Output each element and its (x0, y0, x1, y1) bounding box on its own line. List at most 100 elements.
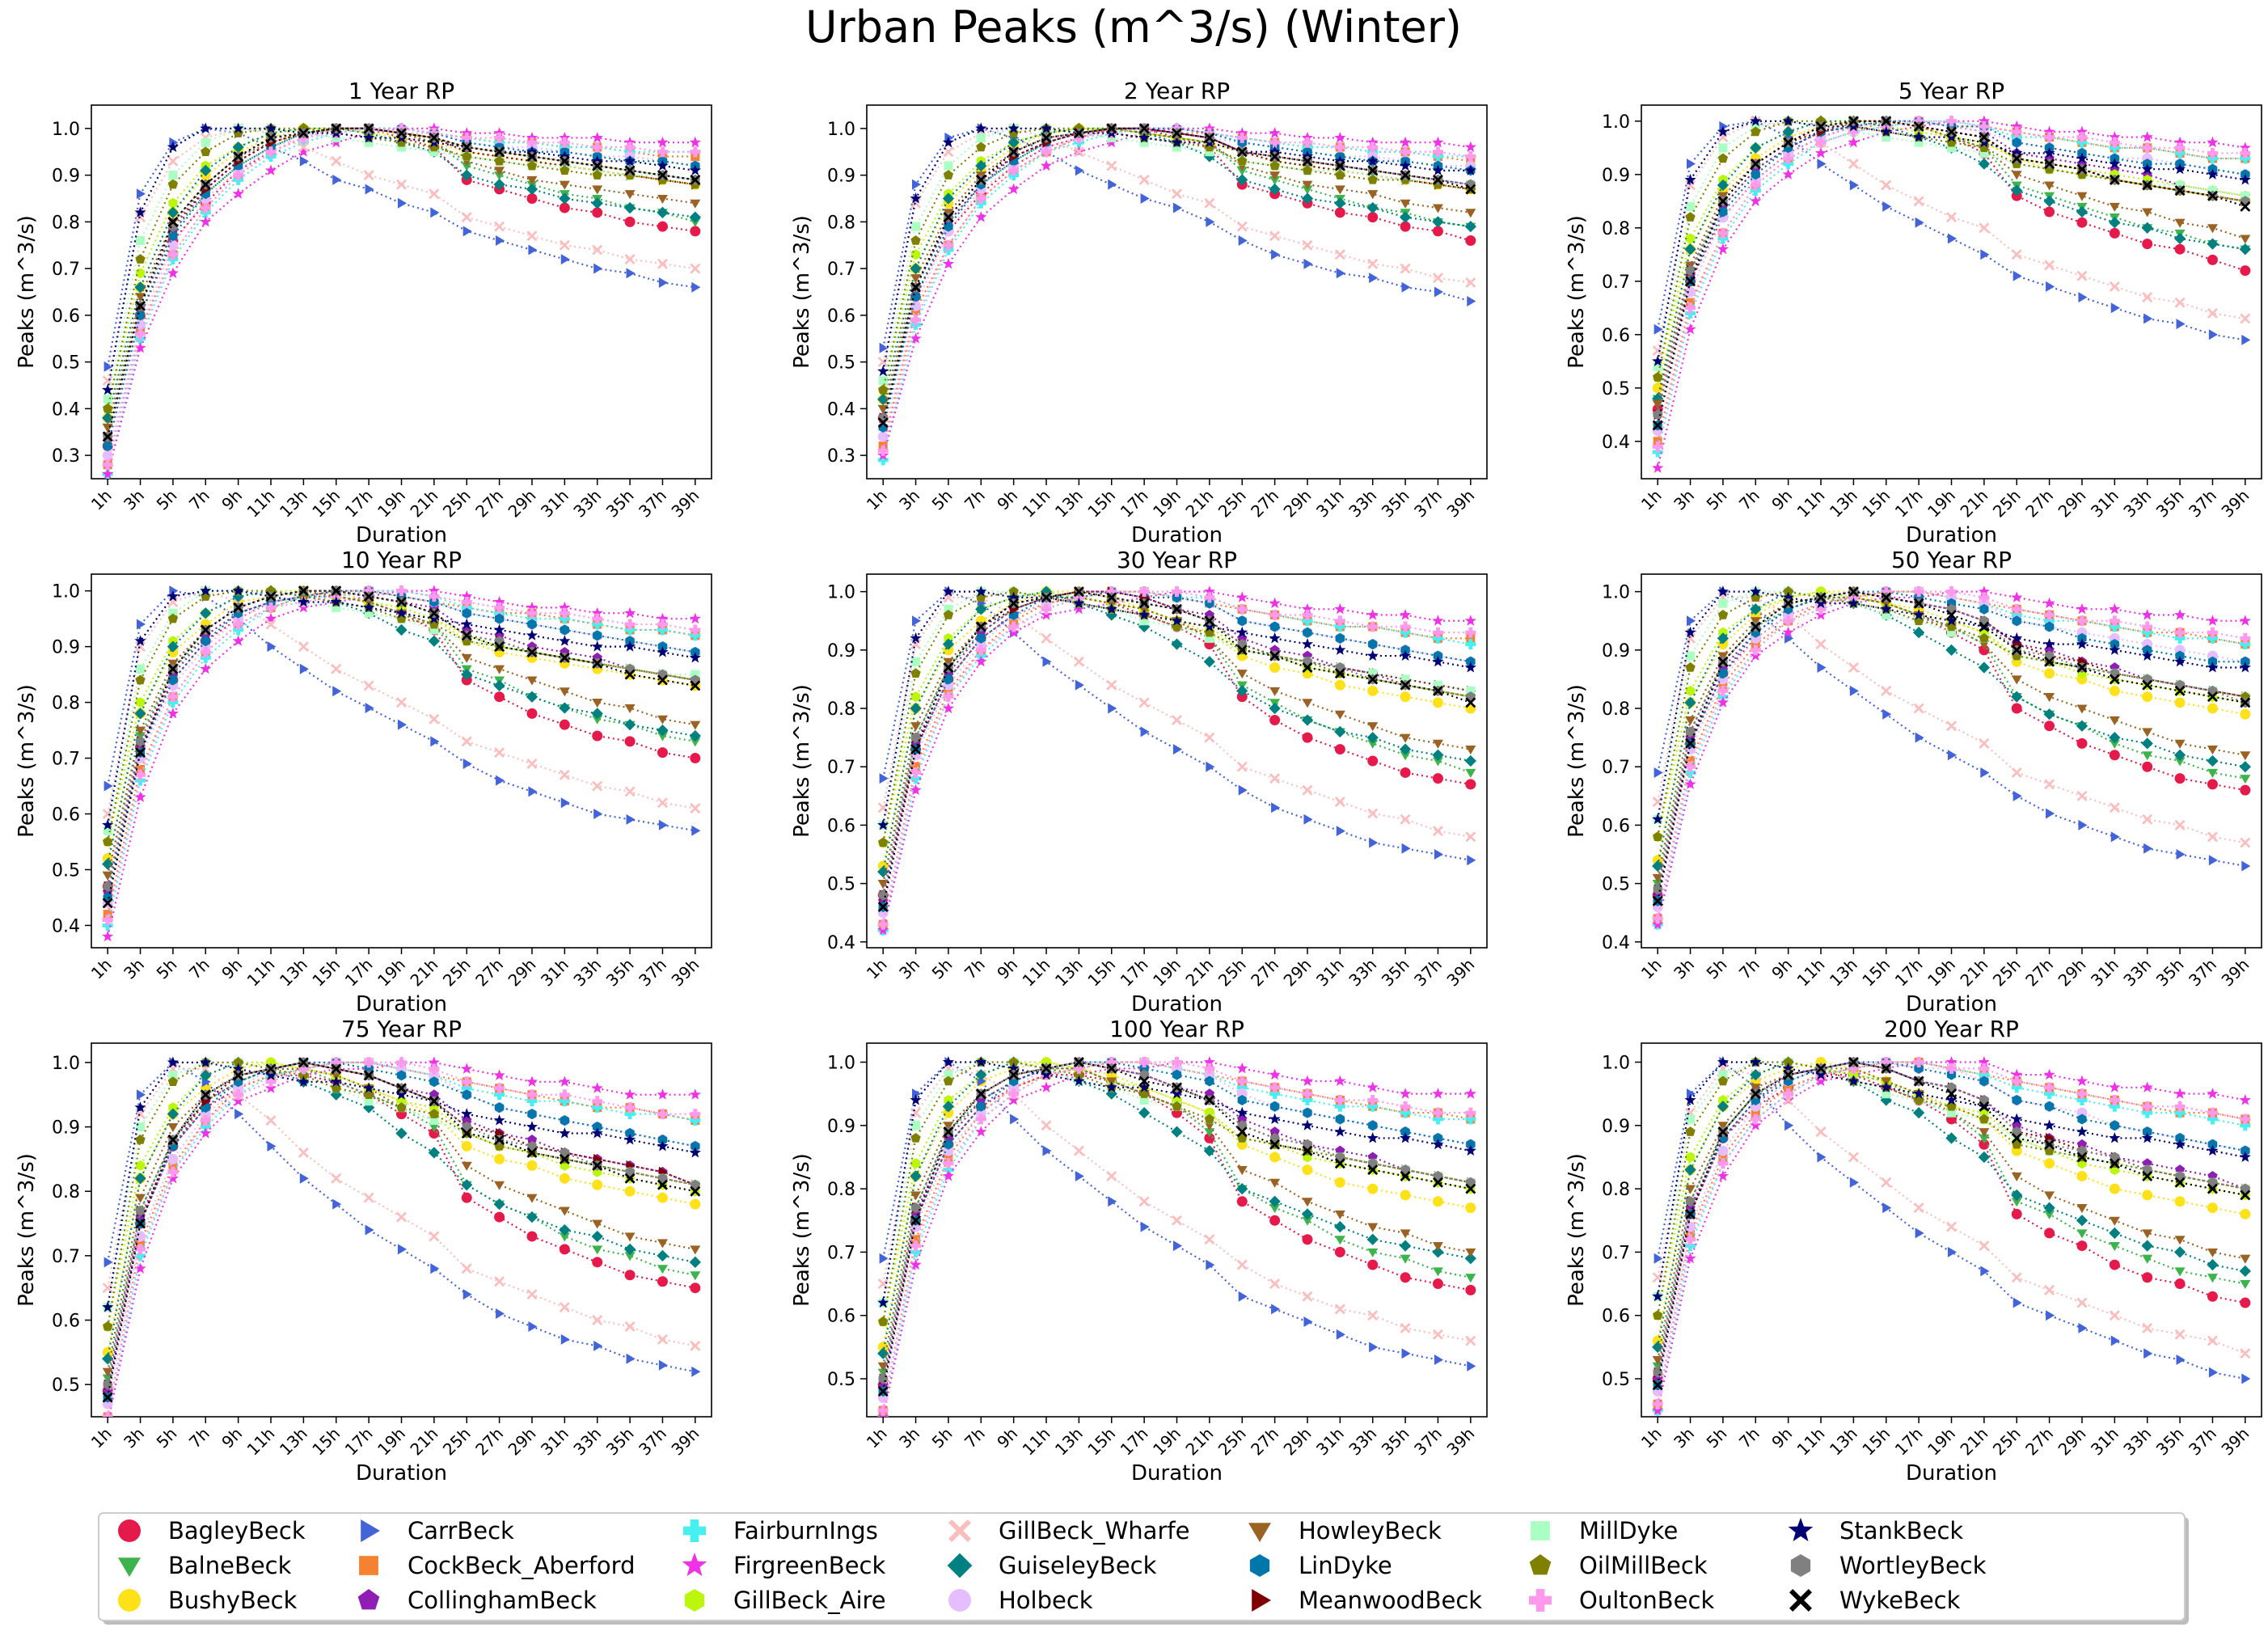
data-point (1008, 1069, 1020, 1080)
data-point (560, 1115, 569, 1126)
data-point (265, 132, 277, 143)
data-point (1719, 120, 1729, 132)
data-point (363, 123, 374, 134)
data-point (1336, 1329, 1345, 1340)
data-point (1684, 1252, 1696, 1264)
data-point (1652, 913, 1663, 924)
data-point (496, 775, 505, 786)
data-point (1947, 750, 1957, 761)
data-point (1685, 1196, 1696, 1207)
legend-entry-bushybeck: BushyBeck (118, 1587, 298, 1614)
data-point (1269, 127, 1281, 138)
data-point (690, 737, 701, 747)
data-point (877, 431, 889, 442)
data-point (657, 674, 668, 686)
data-point (1433, 1132, 1443, 1143)
data-point (1138, 697, 1150, 708)
y-tick-label: 0.7 (1602, 273, 1630, 293)
x-tick-label: 37h (1410, 955, 1446, 991)
y-tick-label: 0.7 (1602, 758, 1630, 778)
data-point (2076, 217, 2088, 228)
data-point (689, 164, 701, 175)
legend-entry-wortleybeck: WortleyBeck (1790, 1552, 1987, 1579)
x-tick-label: 17h (341, 955, 377, 991)
y-tick-label: 0.9 (1602, 1117, 1630, 1137)
data-point (1685, 716, 1696, 725)
data-point (1269, 610, 1281, 621)
data-point (1073, 146, 1084, 158)
legend-label: BagleyBeck (168, 1517, 306, 1545)
x-tick-label: 29h (2055, 486, 2090, 522)
data-point (1302, 137, 1313, 148)
data-point (2044, 1082, 2055, 1093)
legend-label: BalneBeck (168, 1552, 292, 1579)
data-point (1717, 632, 1730, 644)
data-point (167, 239, 179, 251)
data-point (657, 747, 668, 759)
data-point (429, 1070, 440, 1081)
data-point (1432, 615, 1444, 626)
series-oultonbeck (102, 1057, 701, 1417)
data-point (2142, 1107, 2153, 1118)
x-tick-label: 27h (1247, 1424, 1282, 1460)
data-point (592, 699, 603, 708)
legend-marker (1249, 1554, 1270, 1577)
data-point (943, 1158, 954, 1169)
data-point (167, 1076, 179, 1087)
data-point (910, 1132, 921, 1143)
y-tick-label: 0.5 (1602, 875, 1630, 895)
data-point (2076, 602, 2089, 615)
x-tick-label: 25h (1989, 955, 2025, 991)
data-point (2012, 1094, 2021, 1105)
data-point (910, 732, 921, 743)
data-point (1946, 610, 1957, 621)
data-point (1978, 585, 1990, 597)
x-tick-label: 27h (1247, 486, 1282, 522)
data-point (1401, 843, 1411, 854)
data-point (167, 663, 179, 674)
data-point (2011, 691, 2023, 703)
data-point (879, 773, 889, 784)
data-point (1782, 626, 1794, 638)
data-point (2109, 1216, 2120, 1226)
data-point (2207, 691, 2218, 703)
data-point (2207, 1248, 2218, 1257)
data-point (592, 1245, 603, 1255)
data-point (2011, 184, 2023, 197)
data-point (975, 1088, 986, 1100)
data-point (2076, 720, 2089, 732)
x-tick-label: 3h (120, 955, 148, 983)
data-point (560, 797, 570, 809)
data-point (559, 180, 570, 190)
data-point (1814, 1068, 1827, 1080)
data-point (2173, 609, 2186, 620)
data-point (429, 1089, 440, 1099)
data-point (264, 164, 277, 175)
data-point (1652, 392, 1664, 405)
data-point (102, 1301, 114, 1312)
data-point (200, 585, 212, 596)
data-point (167, 1172, 179, 1184)
x-tick-label: 33h (569, 486, 605, 522)
x-tick-label: 35h (602, 486, 638, 522)
data-point (1334, 1304, 1345, 1315)
data-point (623, 719, 636, 731)
data-point (135, 319, 146, 330)
data-point (2109, 202, 2120, 212)
data-point (1750, 1069, 1762, 1081)
x-tick-label: 13h (1826, 955, 1861, 991)
data-point (1238, 784, 1248, 796)
y-tick-label: 0.3 (52, 446, 80, 467)
data-point (1171, 136, 1183, 148)
series-layer (877, 585, 1476, 936)
data-point (526, 1194, 538, 1203)
plot-area (1641, 104, 2262, 480)
data-point (1138, 1106, 1151, 1119)
data-point (167, 707, 179, 719)
data-point (494, 691, 505, 703)
data-point (912, 615, 922, 627)
data-point (657, 1179, 668, 1190)
x-tick-label: 9h (1768, 955, 1796, 983)
data-point (1882, 1202, 1892, 1214)
panel-title: 2 Year RP (1124, 78, 1230, 104)
